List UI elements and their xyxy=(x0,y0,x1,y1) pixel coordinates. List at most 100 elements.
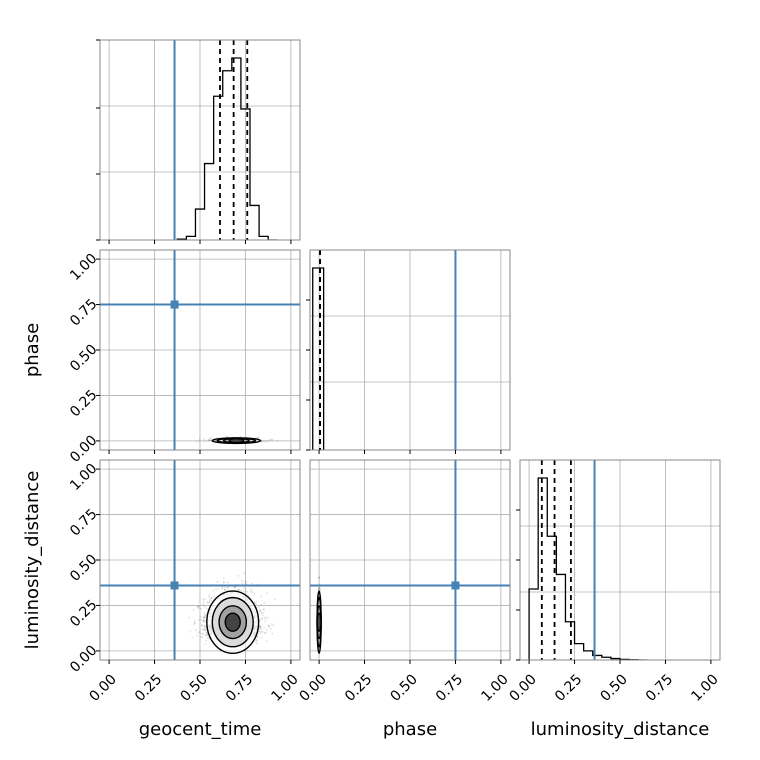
x-tick-label: 1.00 xyxy=(478,672,511,705)
y-tick-label: 0.50 xyxy=(67,552,100,585)
sample-point xyxy=(213,595,216,598)
sample-point xyxy=(200,615,203,618)
sample-point xyxy=(260,595,263,598)
sample-point xyxy=(243,572,246,574)
sample-point xyxy=(200,619,203,621)
sample-point xyxy=(245,583,248,585)
sample-point xyxy=(198,440,201,443)
sample-point xyxy=(197,604,199,607)
x-axis-title: geocent_time xyxy=(139,719,262,740)
sample-point xyxy=(210,436,213,439)
sample-point xyxy=(256,642,259,645)
sample-point xyxy=(265,640,268,643)
sample-point xyxy=(191,636,194,639)
sample-point xyxy=(260,439,263,442)
sample-point xyxy=(202,600,205,603)
panel-content xyxy=(173,40,278,240)
panel-luminosity_distance-vs-geocent_time: 0.00 0.25 0.50 0.75 1.00 geocent_time 0.00 0.25… xyxy=(22,459,302,740)
x-tick-label: 0.00 xyxy=(297,672,330,705)
sample-point xyxy=(257,436,259,439)
sample-point xyxy=(270,438,273,441)
sample-point xyxy=(200,607,202,610)
sample-point xyxy=(210,597,213,599)
sample-point xyxy=(223,581,225,584)
sample-point xyxy=(260,637,263,639)
sample-point xyxy=(209,598,212,601)
sample-point xyxy=(205,607,208,610)
sample-point xyxy=(261,614,264,617)
histogram-phase xyxy=(312,267,325,450)
sample-point xyxy=(244,581,247,584)
panel-luminosity_distance-vs-luminosity_distance: 0.00 0.25 0.50 0.75 1.00 luminosity_distance xyxy=(507,459,722,740)
sample-point xyxy=(210,596,213,599)
density-contour xyxy=(316,612,322,632)
y-axis-title: phase xyxy=(22,323,43,377)
sample-point xyxy=(266,617,269,619)
sample-point xyxy=(207,601,209,604)
sample-point xyxy=(265,592,268,594)
sample-point xyxy=(233,586,236,588)
x-tick-label: 0.50 xyxy=(177,672,210,705)
sample-point xyxy=(203,616,205,618)
sample-point xyxy=(200,635,202,638)
sample-point xyxy=(201,624,204,627)
sample-point xyxy=(251,582,253,585)
sample-point xyxy=(275,440,278,443)
panel-phase-vs-geocent_time: 0.00 0.25 0.50 0.75 1.00 phase xyxy=(22,249,301,466)
sample-point xyxy=(206,632,209,635)
panel-geocent_time-vs-geocent_time xyxy=(96,39,301,244)
sample-point xyxy=(204,634,207,636)
sample-point xyxy=(264,439,267,442)
sample-point xyxy=(203,624,206,627)
sample-point xyxy=(260,628,263,630)
panel-phase-vs-phase xyxy=(306,249,511,454)
sample-point xyxy=(234,586,236,588)
sample-point xyxy=(208,596,211,599)
sample-point xyxy=(201,621,204,623)
sample-point xyxy=(196,606,199,608)
sample-point xyxy=(255,639,258,642)
sample-point xyxy=(261,440,264,442)
sample-point xyxy=(317,588,320,591)
sample-point xyxy=(258,613,261,615)
sample-point xyxy=(259,608,261,611)
sample-point xyxy=(200,624,203,627)
sample-point xyxy=(202,598,205,601)
sample-point xyxy=(261,617,264,620)
sample-point xyxy=(209,437,212,440)
sample-point xyxy=(241,579,244,582)
sample-point xyxy=(259,626,261,629)
sample-point xyxy=(227,581,229,584)
sample-point xyxy=(262,608,265,611)
sample-point xyxy=(272,624,275,627)
sample-point xyxy=(246,590,248,593)
histogram-geocent_time xyxy=(176,57,278,240)
density-contour xyxy=(224,612,241,632)
sample-point xyxy=(188,616,190,619)
y-tick-label: 0.75 xyxy=(67,296,100,329)
sample-point xyxy=(216,580,219,583)
sample-point xyxy=(204,628,207,630)
panel-content xyxy=(310,460,510,660)
sample-point xyxy=(193,621,196,624)
sample-point xyxy=(237,574,240,577)
sample-point xyxy=(202,602,205,605)
sample-point xyxy=(196,634,198,637)
sample-point xyxy=(260,617,263,620)
sample-point xyxy=(223,589,226,591)
sample-point xyxy=(244,580,247,583)
panel-content xyxy=(312,250,457,450)
x-tick-label: 0.00 xyxy=(507,672,540,705)
sample-point xyxy=(260,441,263,443)
panel-content xyxy=(528,460,648,660)
sample-point xyxy=(262,608,265,611)
sample-point xyxy=(259,625,262,628)
sample-point xyxy=(318,576,321,579)
panel-content xyxy=(100,460,300,660)
y-tick-label: 0.00 xyxy=(67,432,100,465)
sample-point xyxy=(317,576,320,579)
y-tick-label: 0.25 xyxy=(67,387,100,420)
sample-point xyxy=(195,629,198,631)
sample-point xyxy=(208,637,211,640)
sample-point xyxy=(255,639,258,641)
